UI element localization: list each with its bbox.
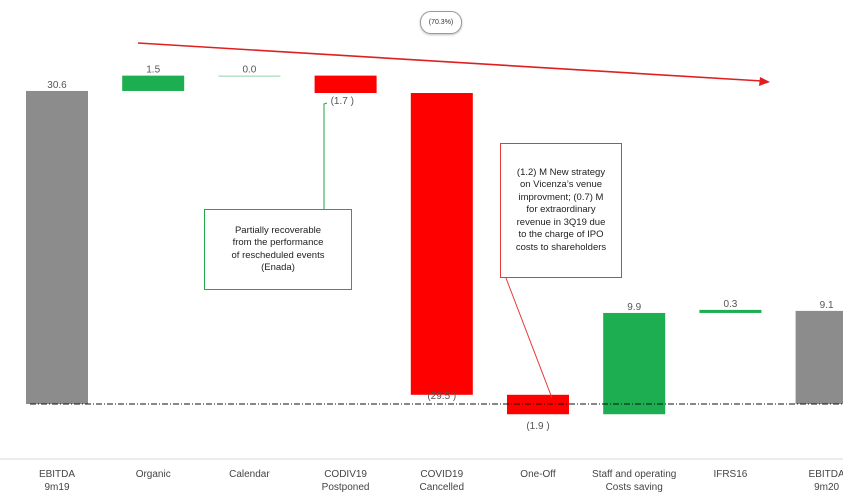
increase-bar	[699, 309, 762, 313]
trend-arrow-head	[759, 77, 770, 86]
decrease-bar	[410, 93, 473, 395]
increase-bar	[122, 75, 185, 91]
category-label: COVID19 Cancelled	[420, 469, 464, 493]
value-label: (29.5 )	[427, 391, 456, 402]
value-label: 30.6	[47, 80, 67, 91]
category-label: EBITDA 9m19	[39, 469, 75, 493]
annotation-connector-red	[505, 277, 553, 399]
value-label: (1.7 )	[331, 96, 354, 107]
value-label: 0.0	[242, 65, 256, 76]
decrease-bar	[507, 394, 569, 415]
annotation-one-off-explanation: (1.2) M New strategy on Vicenza’s venue …	[500, 143, 622, 278]
increase-bar	[603, 312, 666, 415]
value-label: 0.3	[723, 299, 737, 310]
category-label: CODIV19 Postponed	[322, 469, 370, 493]
value-label: 9.1	[820, 300, 834, 311]
category-label: IFRS16	[713, 469, 747, 480]
value-label: 9.9	[627, 302, 641, 313]
annotation-connector-green	[323, 102, 328, 209]
trend-arrow-line	[137, 42, 763, 82]
category-label: EBITDA 9m20	[809, 469, 843, 493]
category-label: Staff and operating Costs saving	[592, 469, 676, 493]
value-label: 1.5	[146, 65, 160, 76]
increase-bar	[218, 75, 281, 77]
category-label: Organic	[136, 469, 171, 480]
total-bar	[26, 90, 88, 404]
category-label: One-Off	[520, 469, 556, 480]
value-label: (1.9 )	[526, 421, 549, 432]
annotation-partially-recoverable: Partially recoverable from the performan…	[204, 209, 352, 290]
trend-percentage-badge: (70.3%)	[420, 11, 462, 34]
decrease-bar	[314, 75, 377, 94]
category-label: Calendar	[229, 469, 270, 480]
total-bar	[795, 310, 843, 404]
